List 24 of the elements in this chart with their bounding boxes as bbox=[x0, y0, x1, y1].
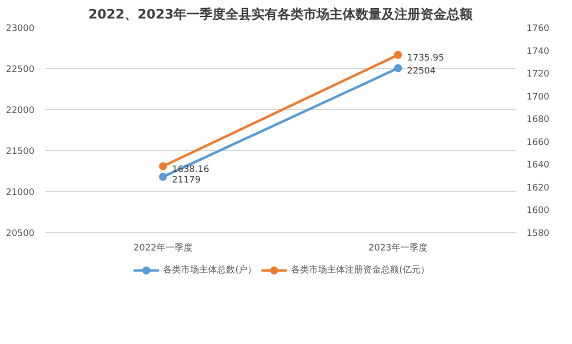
y-tick-label: 21500 bbox=[6, 147, 35, 157]
legend-label: 各类市场主体总数(户） bbox=[163, 264, 257, 276]
legend-label: 各类市场主体注册资金总额(亿元） bbox=[291, 264, 430, 276]
y2-tick-label: 1680 bbox=[526, 115, 550, 126]
data-label: 1735.95 bbox=[407, 53, 444, 64]
x-tick-label: 2022年一季度 bbox=[134, 242, 192, 254]
y2-tick-label: 1600 bbox=[526, 206, 550, 216]
y2-tick-label: 1640 bbox=[526, 160, 550, 171]
y2-tick-label: 1700 bbox=[526, 92, 550, 102]
y-tick-label: 22500 bbox=[6, 65, 35, 75]
y-tick-label: 23000 bbox=[6, 24, 35, 34]
y-tick-label: 22000 bbox=[6, 106, 35, 116]
x-tick-label: 2023年一季度 bbox=[368, 242, 428, 254]
y2-tick-label: 1760 bbox=[526, 24, 550, 34]
y2-tick-label: 1740 bbox=[526, 46, 550, 57]
data-label: 21179 bbox=[172, 175, 201, 186]
chart-title: 2022、2023年一季度全县实有各类市场主体数量及注册资金总额 bbox=[88, 6, 474, 22]
y2-tick-label: 1720 bbox=[526, 70, 550, 80]
y2-tick-label: 1620 bbox=[526, 183, 550, 194]
y2-tick-label: 1660 bbox=[526, 138, 550, 148]
y-tick-label: 20500 bbox=[6, 229, 35, 239]
y-tick-label: 21000 bbox=[6, 188, 35, 198]
y2-tick-label: 1580 bbox=[526, 229, 550, 239]
data-label: 22504 bbox=[407, 66, 436, 77]
